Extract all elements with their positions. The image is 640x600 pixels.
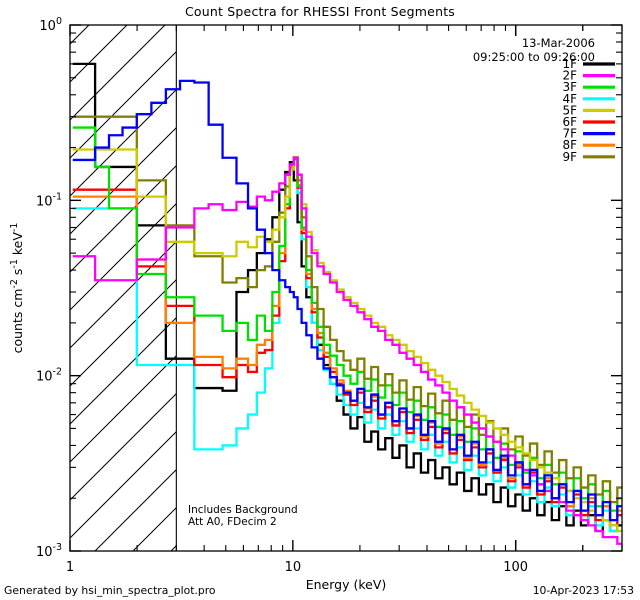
x-tick-label: 10 [285,560,302,575]
series-9F [72,115,622,504]
x-axis-label: Energy (keV) [306,577,387,592]
series-7F [72,79,622,522]
series-5F [72,148,622,533]
annotation-line-2: Att A0, FDecim 2 [188,516,277,528]
series-1F [72,62,622,533]
series-2F [72,156,622,545]
legend-label-4F: 4F [562,92,577,106]
page-title: Count Spectra for RHESSI Front Segments [0,4,640,19]
annotation-line-1: Includes Background [188,504,298,516]
hatched-region [70,25,177,551]
legend-label-3F: 3F [562,80,577,94]
y-tick-label: 10-1 [36,191,62,209]
observation-header: 13-Mar-2006 09:25:00 to 09:26:00 [380,36,595,64]
legend-label-1F: 1F [562,57,577,71]
axes-frame [69,24,623,552]
footer-left: Generated by hsi_min_spectra_plot.pro [4,584,216,597]
legend-label-6F: 6F [562,115,577,129]
y-tick-label: 10-3 [36,542,62,560]
y-axis-label: counts cm-2 s-1 keV-1 [9,223,25,354]
y-tick-label: 10-2 [36,367,62,385]
legend-label-9F: 9F [562,150,577,164]
x-axis-ticks: 1 10 100 [66,25,623,575]
legend-label-7F: 7F [562,127,577,141]
legend-label-8F: 8F [562,138,577,152]
footer-right: 10-Apr-2023 17:53 [532,584,634,597]
observation-time-range: 09:25:00 to 09:26:00 [472,50,595,64]
plot-annotation: Includes Background Att A0, FDecim 2 [188,504,298,528]
legend-label-2F: 2F [562,69,577,83]
x-tick-label: 100 [503,560,528,575]
data-series-group [72,62,622,545]
x-tick-label: 1 [66,560,74,575]
observation-date: 13-Mar-2006 [521,36,595,50]
title-text: Count Spectra for RHESSI Front Segments [184,4,456,19]
svg-text:counts cm-2 s-1 keV-1: counts cm-2 s-1 keV-1 [9,223,25,354]
y-tick-label: 100 [39,16,62,34]
legend-label-5F: 5F [562,103,577,117]
